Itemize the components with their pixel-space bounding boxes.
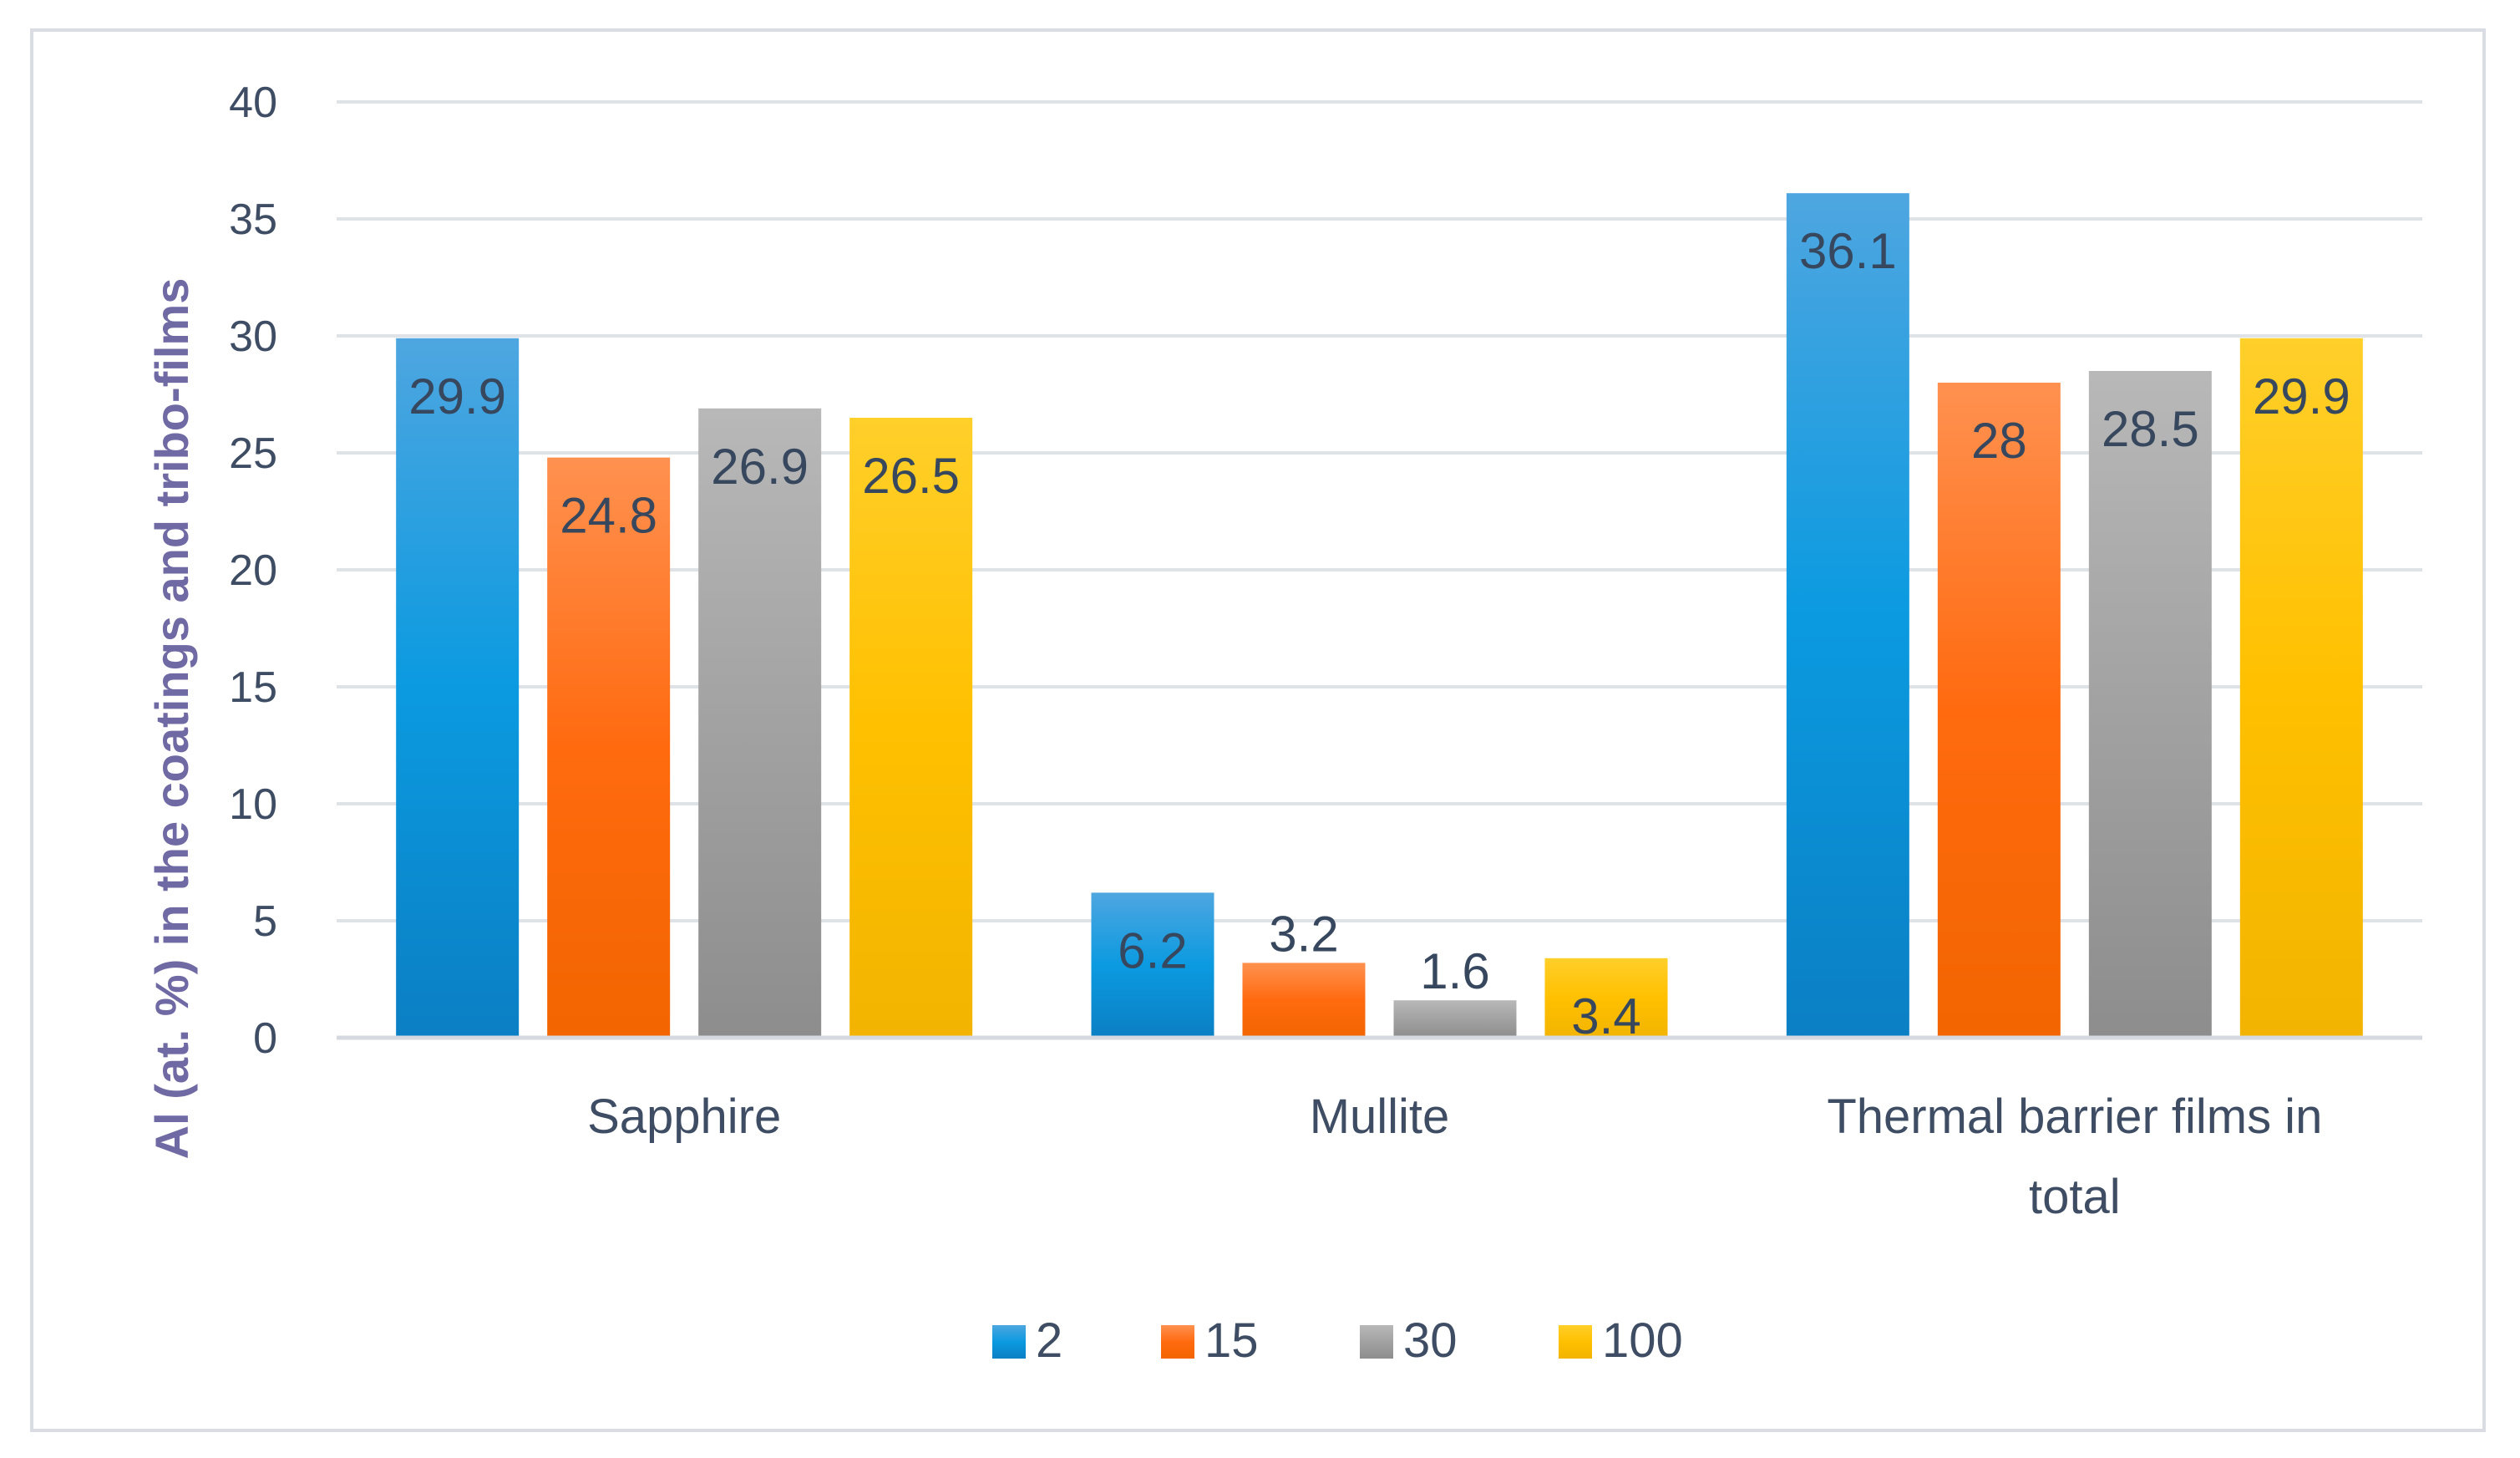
data-label: 1.6 bbox=[1420, 943, 1489, 999]
category-label: Mullite bbox=[1310, 1090, 1450, 1144]
bar-100-cat-1 bbox=[1544, 958, 1668, 1038]
bar-2-cat-2 bbox=[1786, 193, 1909, 1038]
data-labels: 29.9 24.8 26.9 26.5 6.2 3.2 1.6 3.4 36.1 28 28.5 29… bbox=[408, 223, 2350, 1044]
bar-100-cat-2 bbox=[2239, 338, 2363, 1038]
category-label: Sapphire bbox=[587, 1090, 781, 1144]
y-axis-title: Al (at. %) in the coatings and tribo-fil… bbox=[145, 278, 198, 1160]
bar-30-cat-2 bbox=[2088, 371, 2212, 1038]
legend-label: 30 bbox=[1403, 1313, 1458, 1368]
legend-swatch bbox=[1559, 1325, 1592, 1359]
data-label: 28.5 bbox=[2102, 401, 2199, 457]
category-label: Thermal barrier films in bbox=[1827, 1090, 2322, 1144]
legend-item-100: 100 bbox=[1559, 1313, 1683, 1368]
legend-swatch bbox=[1360, 1325, 1393, 1359]
data-label: 29.9 bbox=[408, 368, 506, 424]
data-label: 28 bbox=[1971, 413, 2027, 469]
y-tick-label: 25 bbox=[229, 429, 277, 478]
bars bbox=[396, 193, 2363, 1038]
data-label: 6.2 bbox=[1118, 922, 1187, 978]
bar-15-cat-2 bbox=[1937, 383, 2061, 1038]
bar-30-cat-1 bbox=[1393, 1000, 1517, 1038]
grid-lines bbox=[337, 100, 2422, 922]
legend-item-30: 30 bbox=[1360, 1313, 1458, 1368]
y-tick-label: 35 bbox=[229, 196, 277, 244]
data-label: 36.1 bbox=[1799, 223, 1897, 279]
bar-2-cat-0 bbox=[396, 338, 520, 1038]
legend-item-15: 15 bbox=[1161, 1313, 1259, 1368]
y-tick-label: 40 bbox=[229, 79, 277, 127]
bar-15-cat-1 bbox=[1242, 963, 1366, 1038]
y-tick-label: 0 bbox=[253, 1014, 277, 1063]
y-tick-label: 20 bbox=[229, 546, 277, 595]
category-labels: Sapphire Mullite Thermal barrier films in t… bbox=[587, 1090, 2322, 1224]
y-axis-ticks: 0 5 10 15 20 25 30 35 40 bbox=[229, 79, 277, 1063]
data-label: 26.9 bbox=[711, 439, 809, 495]
y-tick-label: 30 bbox=[229, 312, 277, 361]
legend-swatch bbox=[992, 1325, 1026, 1359]
legend-item-2: 2 bbox=[992, 1313, 1062, 1368]
bar-15-cat-0 bbox=[547, 457, 671, 1038]
bar-30-cat-0 bbox=[698, 408, 822, 1038]
data-label: 3.2 bbox=[1269, 906, 1338, 962]
legend-label: 15 bbox=[1204, 1313, 1259, 1368]
bar-2-cat-1 bbox=[1091, 892, 1214, 1038]
y-tick-label: 5 bbox=[253, 897, 277, 946]
data-label: 26.5 bbox=[862, 448, 960, 504]
y-tick-label: 15 bbox=[229, 663, 277, 712]
data-label: 24.8 bbox=[560, 488, 657, 544]
y-tick-label: 10 bbox=[229, 780, 277, 829]
legend-label: 100 bbox=[1602, 1313, 1683, 1368]
bar-100-cat-0 bbox=[849, 418, 973, 1038]
legend-swatch bbox=[1161, 1325, 1194, 1359]
data-label: 29.9 bbox=[2253, 368, 2350, 424]
legend: 2 15 30 100 bbox=[992, 1313, 1683, 1368]
data-label: 3.4 bbox=[1571, 988, 1640, 1044]
category-label: total bbox=[2029, 1170, 2121, 1224]
legend-label: 2 bbox=[1036, 1313, 1062, 1368]
